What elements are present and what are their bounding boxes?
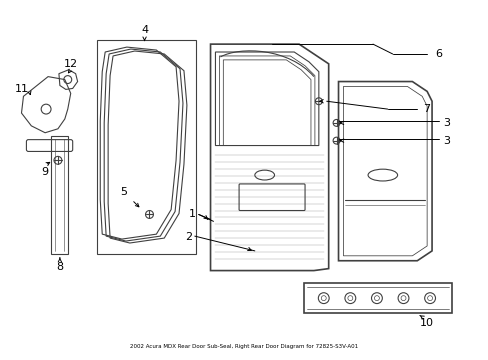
Text: 2002 Acura MDX Rear Door Sub-Seal, Right Rear Door Diagram for 72825-S3V-A01: 2002 Acura MDX Rear Door Sub-Seal, Right… (130, 345, 357, 349)
Bar (97, 40, 195, 254)
Text: 1: 1 (189, 210, 196, 220)
Text: 3: 3 (443, 136, 449, 145)
Bar (304, 283, 451, 313)
Text: 3: 3 (443, 118, 449, 128)
Text: 11: 11 (15, 84, 28, 94)
Text: 9: 9 (41, 167, 49, 177)
Text: 7: 7 (423, 104, 430, 114)
Text: 5: 5 (120, 187, 127, 197)
Text: 2: 2 (185, 232, 192, 242)
Text: 10: 10 (419, 318, 433, 328)
Text: 6: 6 (434, 49, 442, 59)
Text: 12: 12 (63, 59, 78, 69)
Text: 4: 4 (141, 25, 148, 35)
Text: 8: 8 (56, 262, 63, 272)
